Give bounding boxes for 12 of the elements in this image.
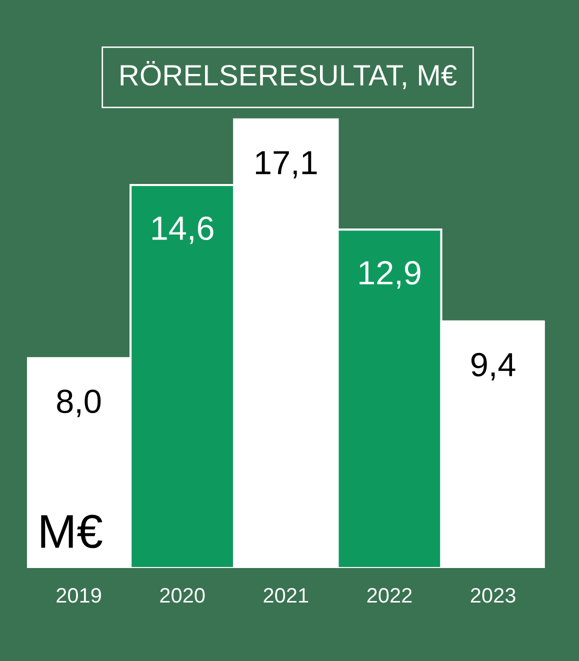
x-tick-label: 2023 <box>470 588 516 603</box>
chart-title: RÖRELSERESULTAT, M€ <box>120 60 457 90</box>
x-tick-label: 2022 <box>367 588 412 603</box>
data-label: 8,0 <box>57 390 101 418</box>
x-tick-label: 2021 <box>264 588 308 603</box>
data-label: 14,6 <box>152 216 214 244</box>
x-tick-label: 2020 <box>160 588 205 603</box>
x-tick-label: 2019 <box>56 588 101 603</box>
annotation: M€ <box>41 514 102 548</box>
data-label: 17,1 <box>256 151 317 178</box>
data-label: 12,9 <box>360 261 420 289</box>
data-label: 9,4 <box>471 352 516 380</box>
